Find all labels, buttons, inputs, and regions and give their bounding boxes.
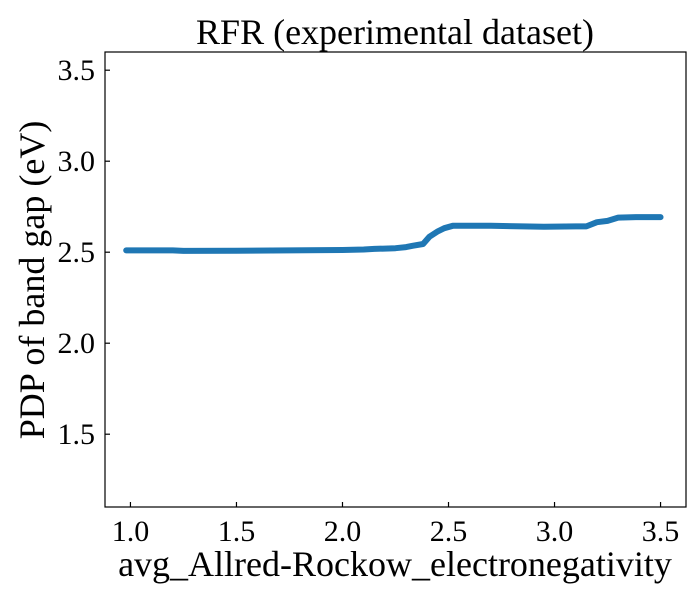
y-tick-label: 2.5 [58,236,96,269]
y-tick-label: 3.0 [58,145,96,178]
y-axis-ticks: 1.5 2.0 2.5 3.0 3.5 [58,54,110,451]
x-tick-label: 1.0 [112,515,150,548]
plot-area: 1.0 1.5 2.0 2.5 3.0 3.5 1.5 2.0 2.5 3.0 3.5 [58,51,687,548]
x-tick-label: 2.0 [324,515,362,548]
chart-title: RFR (experimental dataset) [196,12,594,52]
y-axis-label: PDP of band gap (eV) [12,121,52,440]
x-axis-ticks: 1.0 1.5 2.0 2.5 3.0 3.5 [112,502,680,548]
x-tick-label: 3.0 [536,515,574,548]
x-tick-label: 1.5 [218,515,256,548]
x-tick-label: 3.5 [642,515,680,548]
y-tick-label: 2.0 [58,327,96,360]
x-axis-label: avg_Allred-Rockow_electronegativity [118,544,672,584]
series-line [123,214,664,254]
y-tick-label: 1.5 [58,418,96,451]
plot-frame [104,51,687,508]
series-layer [123,214,664,254]
y-tick-label: 3.5 [58,54,96,87]
x-tick-label: 2.5 [430,515,468,548]
